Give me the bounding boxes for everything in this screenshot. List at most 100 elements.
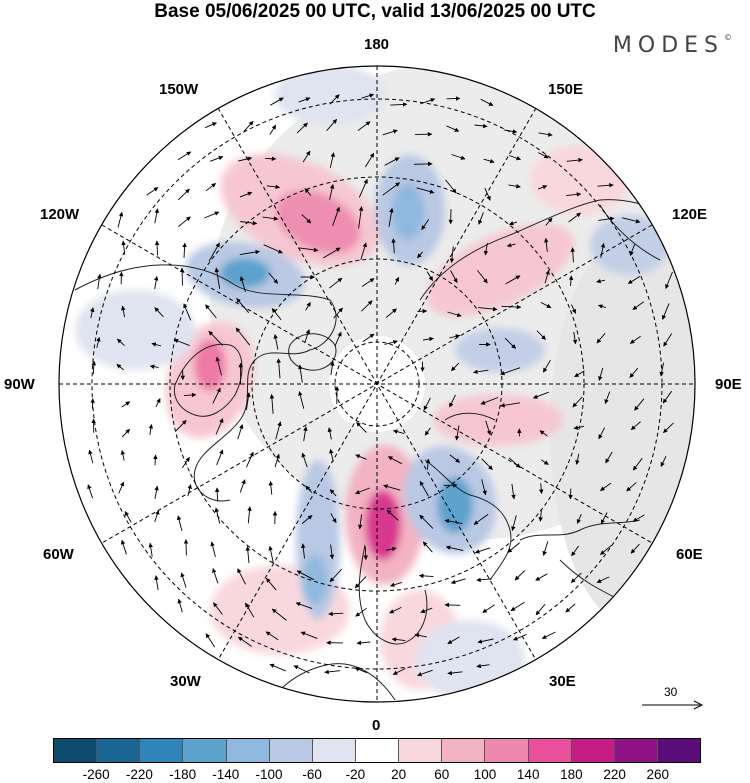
wind-arrow (449, 454, 461, 463)
wind-arrow (182, 242, 187, 258)
wind-arrow (386, 509, 399, 521)
wind-arrow (596, 333, 606, 344)
wind-arrow (451, 362, 460, 372)
wind-arrow (301, 515, 313, 524)
wind-arrow (451, 154, 466, 160)
colorbar-tick-label: 140 (516, 767, 540, 782)
wind-arrow (239, 191, 253, 198)
wind-arrow (210, 541, 216, 558)
colorbar-tick-label: 220 (603, 767, 626, 782)
wind-arrow (426, 271, 434, 281)
wind-arrow (208, 242, 220, 262)
wind-arrow (447, 670, 463, 676)
wind-arrow (630, 421, 641, 431)
lon-label-30e: 30E (549, 673, 576, 690)
wind-arrow (354, 576, 367, 589)
wind-arrow (482, 604, 495, 613)
wind-arrow (473, 513, 489, 525)
wind-arrow (536, 330, 546, 340)
colorbar-segment (485, 739, 529, 762)
wind-arrow (483, 242, 489, 256)
wind-arrow (477, 270, 488, 284)
wind-arrow (598, 427, 605, 440)
wind-arrow (268, 272, 279, 284)
wind-arrow (597, 182, 614, 188)
wind-arrow (382, 129, 398, 136)
wind-arrow (600, 512, 608, 525)
wind-arrow (485, 420, 492, 436)
wind-arrow (243, 120, 254, 132)
wind-arrow (361, 300, 373, 312)
wind-arrow (503, 129, 518, 134)
wind-arrow (205, 183, 217, 192)
wind-arrow (571, 304, 577, 314)
wind-arrow (597, 304, 607, 309)
wind-arrow (212, 568, 219, 584)
anomaly-shading (75, 66, 695, 700)
wind-arrow (423, 397, 431, 411)
wind-arrow (665, 271, 673, 290)
wind-arrow (454, 425, 460, 441)
wind-arrow (120, 539, 127, 555)
wind-arrow (538, 152, 549, 159)
wind-arrow (629, 335, 641, 344)
wind-arrow (148, 423, 154, 435)
wind-arrow (596, 278, 606, 284)
wind-arrow (215, 356, 222, 376)
colorbar-tick-label: -260 (82, 767, 110, 782)
wind-arrow (215, 418, 224, 435)
wind-arrow (187, 484, 192, 497)
wind-arrow (542, 359, 551, 373)
wind-arrow (444, 518, 463, 525)
lon-label-150e: 150E (548, 81, 584, 98)
wind-arrow (214, 267, 221, 289)
wind-arrow (183, 392, 197, 398)
wind-arrow (362, 333, 375, 343)
wind-arrow (449, 394, 456, 408)
colorbar-segment (226, 739, 270, 762)
wind-arrow (322, 247, 341, 259)
wind-arrow (173, 338, 190, 347)
wind-arrow (445, 545, 464, 551)
wind-arrow (660, 456, 667, 467)
wind-arrow (273, 334, 279, 350)
wind-arrow (600, 243, 606, 258)
wind-arrow (512, 633, 527, 641)
wind-arrow (507, 542, 520, 553)
wind-arrow (304, 329, 311, 344)
wind-arrow (390, 102, 408, 107)
colorbar-segment (442, 739, 486, 762)
wind-arrow (154, 575, 159, 591)
wind-arrow (539, 430, 548, 437)
wind-arrow (301, 214, 312, 224)
wind-arrow (97, 273, 102, 290)
wind-arrow (212, 387, 221, 404)
wind-arrow (302, 150, 311, 163)
lon-label-90w: 90W (4, 376, 35, 393)
wind-arrow (301, 543, 306, 559)
wind-arrow (387, 456, 402, 465)
wind-arrow (422, 336, 434, 342)
wind-arrow (629, 367, 639, 378)
wind-arrow (274, 453, 280, 468)
wind-arrow (572, 331, 578, 345)
wind-arrow (300, 631, 318, 639)
wind-arrow (538, 132, 553, 137)
wind-arrow (416, 187, 435, 194)
wind-arrow (328, 277, 343, 289)
wind-arrow (296, 570, 315, 581)
wind-arrow (596, 576, 610, 583)
wind-arrow (661, 303, 670, 320)
wind-arrow (270, 97, 284, 106)
wind-arrow (91, 360, 97, 375)
wind-arrow (354, 667, 368, 674)
wind-arrow (484, 188, 491, 201)
wind-arrow (447, 311, 462, 318)
wind-arrow (269, 393, 275, 414)
colorbar-segment (312, 739, 356, 762)
wind-arrow (328, 611, 344, 617)
wind-arrow (414, 633, 427, 638)
wind-arrow (473, 369, 489, 375)
wind-arrow (155, 398, 161, 408)
wind-arrow (544, 269, 550, 284)
